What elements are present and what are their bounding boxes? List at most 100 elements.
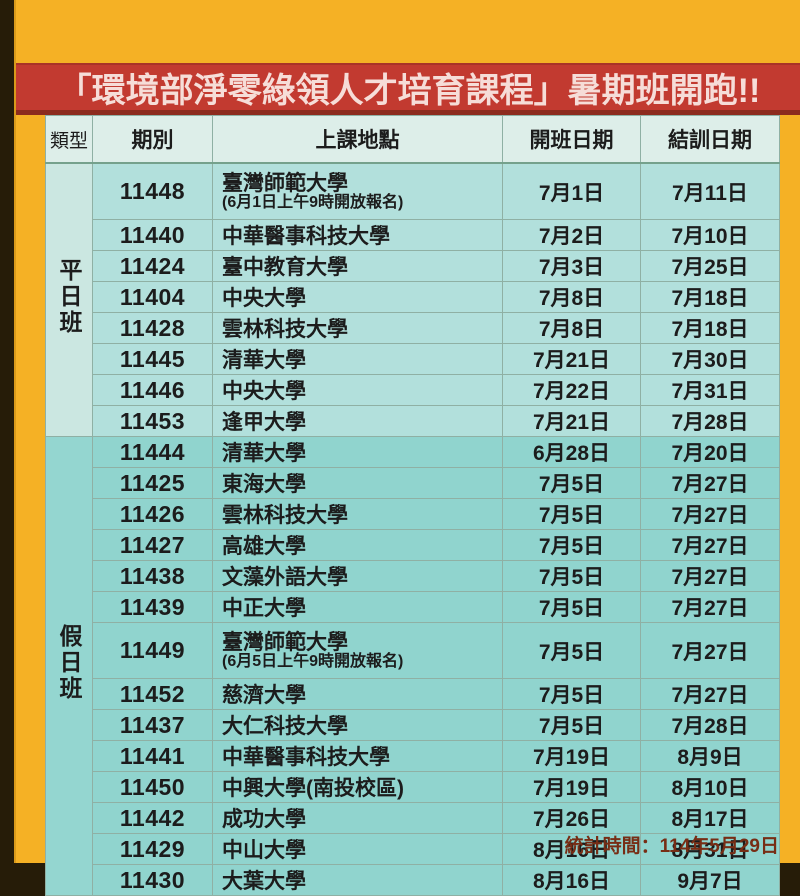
group-label-weekend: 假日班 bbox=[56, 624, 82, 702]
course-id: 11452 bbox=[92, 678, 213, 710]
page-title: 「環境部淨零綠領人才培育課程」暑期班開跑!! bbox=[57, 72, 761, 110]
group-cell-weekend: 假日班 bbox=[45, 436, 93, 896]
table-row: 11453 逢甲大學 7月21日 7月28日 bbox=[46, 405, 780, 437]
course-location: 中山大學 bbox=[212, 833, 503, 865]
end-date: 7月11日 bbox=[640, 162, 780, 220]
end-date: 8月17日 bbox=[640, 802, 780, 834]
course-id: 11424 bbox=[92, 250, 213, 282]
end-date: 7月28日 bbox=[640, 405, 780, 437]
table-row: 11445 清華大學 7月21日 7月30日 bbox=[46, 343, 780, 375]
course-id: 11437 bbox=[92, 709, 213, 741]
end-date: 8月10日 bbox=[640, 771, 780, 803]
table-row: 11437 大仁科技大學 7月5日 7月28日 bbox=[46, 709, 780, 741]
schedule-table-wrap: 類型 期別 上課地點 開班日期 結訓日期 平日班 11448 臺灣師範大學 (6 bbox=[45, 115, 780, 896]
course-id: 11450 bbox=[92, 771, 213, 803]
start-date: 7月5日 bbox=[502, 529, 641, 561]
end-date: 7月30日 bbox=[640, 343, 780, 375]
end-date: 7月27日 bbox=[640, 678, 780, 710]
start-date: 7月5日 bbox=[502, 560, 641, 592]
end-date: 7月27日 bbox=[640, 560, 780, 592]
start-date: 8月16日 bbox=[502, 864, 641, 896]
course-location: 中興大學(南投校區) bbox=[212, 771, 503, 803]
poster-background: 「環境部淨零綠領人才培育課程」暑期班開跑!! 類型 期別 上課地點 開班日期 結… bbox=[14, 0, 800, 896]
end-date: 7月31日 bbox=[640, 374, 780, 406]
course-location: 臺灣師範大學 (6月1日上午9時開放報名) bbox=[212, 162, 503, 220]
course-location: 中央大學 bbox=[212, 374, 503, 406]
statistics-timestamp: 統計時間：114年5月29日 bbox=[564, 836, 779, 857]
course-id: 11426 bbox=[92, 498, 213, 530]
start-date: 7月5日 bbox=[502, 498, 641, 530]
course-id: 11438 bbox=[92, 560, 213, 592]
table-row: 假日班 11444 清華大學 6月28日 7月20日 bbox=[45, 436, 780, 896]
table-row: 11440 中華醫事科技大學 7月2日 7月10日 bbox=[46, 219, 780, 251]
table-row: 11428 雲林科技大學 7月8日 7月18日 bbox=[46, 312, 780, 344]
end-date: 7月27日 bbox=[640, 498, 780, 530]
title-banner: 「環境部淨零綠領人才培育課程」暑期班開跑!! bbox=[16, 63, 800, 115]
course-id: 11445 bbox=[92, 343, 213, 375]
course-location: 雲林科技大學 bbox=[212, 312, 503, 344]
col-header-end: 結訓日期 bbox=[640, 115, 780, 164]
table-row: 11452 慈濟大學 7月5日 7月27日 bbox=[46, 678, 780, 710]
end-date: 7月20日 bbox=[640, 436, 780, 468]
course-id: 11444 bbox=[92, 436, 213, 468]
course-location: 高雄大學 bbox=[212, 529, 503, 561]
course-location: 中正大學 bbox=[212, 591, 503, 623]
table-row: 11429 中山大學 8月16日 8月31日 bbox=[46, 833, 780, 865]
course-location: 逢甲大學 bbox=[212, 405, 503, 437]
table-row: 11404 中央大學 7月8日 7月18日 bbox=[46, 281, 780, 313]
course-location: 臺灣師範大學 (6月5日上午9時開放報名) bbox=[212, 622, 503, 679]
group-label-weekday: 平日班 bbox=[56, 258, 82, 336]
course-location: 中央大學 bbox=[212, 281, 503, 313]
start-date: 7月5日 bbox=[502, 622, 641, 679]
course-id: 11428 bbox=[92, 312, 213, 344]
location-name: 臺灣師範大學 bbox=[222, 630, 348, 654]
end-date: 7月27日 bbox=[640, 622, 780, 679]
end-date: 7月18日 bbox=[640, 281, 780, 313]
table-row: 11450 中興大學(南投校區) 7月19日 8月10日 bbox=[46, 771, 780, 803]
course-location: 東海大學 bbox=[212, 467, 503, 499]
col-header-type: 類型 bbox=[45, 115, 93, 164]
table-row: 11424 臺中教育大學 7月3日 7月25日 bbox=[46, 250, 780, 282]
group-cell-weekday: 平日班 bbox=[45, 162, 93, 437]
col-header-location: 上課地點 bbox=[212, 115, 503, 164]
course-location: 大仁科技大學 bbox=[212, 709, 503, 741]
table-row: 11449 臺灣師範大學 (6月5日上午9時開放報名) 7月5日 7月27日 bbox=[46, 622, 780, 679]
start-date: 7月5日 bbox=[502, 709, 641, 741]
table-row: 平日班 11448 臺灣師範大學 (6月1日上午9時開放報名) 7月1日 7月1… bbox=[45, 162, 780, 437]
header-row: 類型 期別 上課地點 開班日期 結訓日期 bbox=[45, 115, 780, 164]
table-row: 11425 東海大學 7月5日 7月27日 bbox=[46, 467, 780, 499]
table-row: 11439 中正大學 7月5日 7月27日 bbox=[46, 591, 780, 623]
table-row: 11438 文藻外語大學 7月5日 7月27日 bbox=[46, 560, 780, 592]
course-id: 11425 bbox=[92, 467, 213, 499]
course-id: 11427 bbox=[92, 529, 213, 561]
col-header-start: 開班日期 bbox=[502, 115, 641, 164]
course-id: 11404 bbox=[92, 281, 213, 313]
course-location: 大葉大學 bbox=[212, 864, 503, 896]
course-id: 11442 bbox=[92, 802, 213, 834]
start-date: 7月8日 bbox=[502, 281, 641, 313]
end-date: 7月28日 bbox=[640, 709, 780, 741]
course-id: 11439 bbox=[92, 591, 213, 623]
start-date: 7月8日 bbox=[502, 312, 641, 344]
end-date: 7月27日 bbox=[640, 591, 780, 623]
course-id: 11430 bbox=[92, 864, 213, 896]
course-location: 雲林科技大學 bbox=[212, 498, 503, 530]
start-date: 7月1日 bbox=[502, 162, 641, 220]
start-date: 7月19日 bbox=[502, 771, 641, 803]
end-date: 8月31日 bbox=[640, 833, 780, 865]
end-date: 8月9日 bbox=[640, 740, 780, 772]
schedule-table: 類型 期別 上課地點 開班日期 結訓日期 平日班 11448 臺灣師範大學 (6 bbox=[45, 115, 780, 896]
end-date: 7月25日 bbox=[640, 250, 780, 282]
course-location: 中華醫事科技大學 bbox=[212, 219, 503, 251]
table-row: 11441 中華醫事科技大學 7月19日 8月9日 bbox=[46, 740, 780, 772]
start-date: 7月22日 bbox=[502, 374, 641, 406]
course-id: 11446 bbox=[92, 374, 213, 406]
table-row: 11442 成功大學 7月26日 8月17日 bbox=[46, 802, 780, 834]
course-id: 11449 bbox=[92, 622, 213, 679]
start-date: 7月2日 bbox=[502, 219, 641, 251]
end-date: 9月7日 bbox=[640, 864, 780, 896]
start-date: 7月5日 bbox=[502, 678, 641, 710]
col-header-id: 期別 bbox=[92, 115, 213, 164]
course-location: 清華大學 bbox=[212, 343, 503, 375]
end-date: 7月18日 bbox=[640, 312, 780, 344]
